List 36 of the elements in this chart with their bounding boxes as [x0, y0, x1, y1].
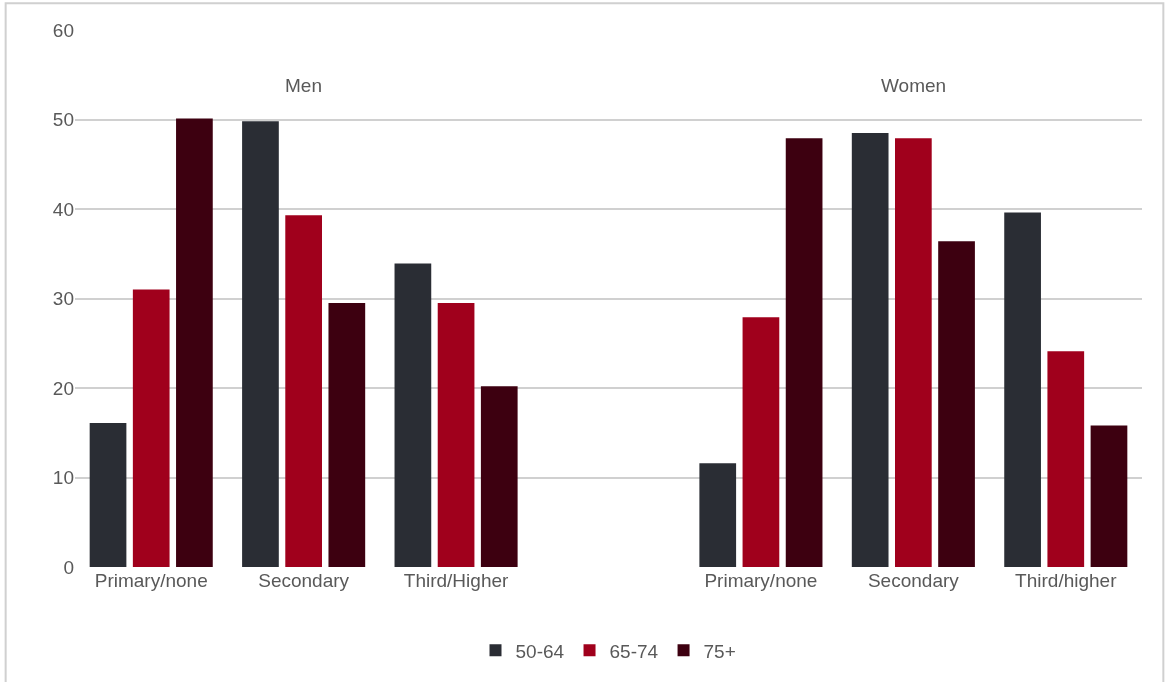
bar: [480, 386, 518, 567]
bar: [742, 317, 780, 567]
y-tick-label: 20: [52, 377, 74, 399]
y-tick-label: 0: [63, 556, 74, 578]
bar: [785, 138, 823, 567]
y-tick-label: 10: [52, 467, 74, 489]
y-tick-label: 60: [52, 19, 74, 41]
bar: [176, 118, 213, 567]
bar: [285, 215, 322, 567]
bar: [699, 463, 737, 567]
annotation: Men: [285, 75, 322, 96]
x-tick-label: Secondary: [867, 570, 960, 591]
legend-label: 75+: [703, 640, 736, 662]
bar: [851, 132, 889, 567]
legend-label: 50-64: [515, 640, 565, 662]
bar: [132, 289, 170, 567]
x-tick-label: Primary/none: [94, 570, 208, 591]
bar: [895, 138, 932, 567]
bar: [1047, 351, 1085, 567]
bar: [437, 302, 475, 567]
x-tick-label: Third/higher: [1015, 570, 1118, 591]
bar: [328, 302, 366, 567]
y-tick-label: 50: [52, 109, 74, 131]
bar: [242, 121, 279, 567]
bar: [394, 263, 432, 567]
bar: [89, 422, 127, 567]
x-tick-label: Secondary: [258, 570, 350, 591]
annotation: Women: [881, 75, 947, 96]
bar: [1090, 425, 1128, 567]
y-tick-label: 40: [52, 198, 74, 220]
bar: [1004, 212, 1041, 567]
y-tick-label: 30: [52, 288, 74, 310]
x-tick-label: Primary/none: [704, 570, 818, 591]
legend-label: 65-74: [609, 640, 659, 662]
bar: [938, 241, 975, 567]
x-tick-label: Third/Higher: [403, 570, 510, 591]
